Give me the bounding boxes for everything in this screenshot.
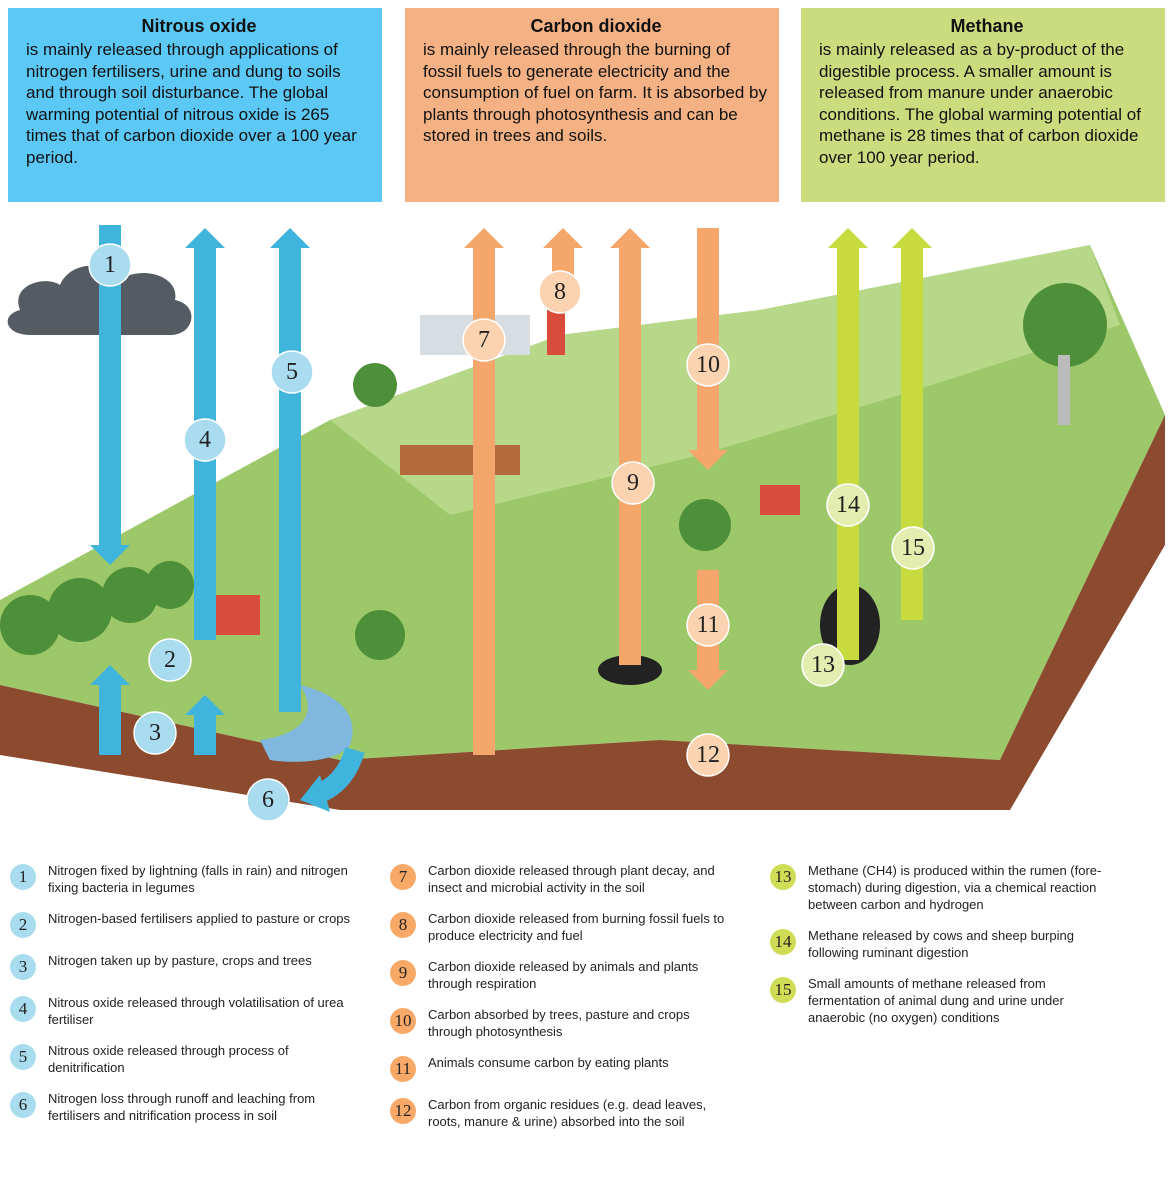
legend-text: Nitrogen-based fertilisers applied to pa… (48, 910, 354, 927)
number-label: 7 (478, 327, 490, 353)
tree-trunk (1058, 355, 1070, 425)
number-label: 6 (262, 787, 274, 813)
legend-number: 8 (390, 912, 416, 938)
legend-number: 6 (10, 1092, 36, 1118)
legend-text: Carbon dioxide released from burning fos… (428, 910, 734, 944)
tractor (760, 485, 800, 515)
legend-text: Animals consume carbon by eating plants (428, 1054, 734, 1071)
legend-number: 14 (770, 929, 796, 955)
legend-item: 7 Carbon dioxide released through plant d… (384, 862, 734, 896)
number-label: 14 (836, 492, 860, 518)
box-text: is mainly released through the burning o… (423, 39, 769, 147)
legend-text: Nitrogen fixed by lightning (falls in ra… (48, 862, 354, 896)
number-label: 13 (811, 652, 835, 678)
legend-item: 4 Nitrous oxide released through volatili… (4, 994, 354, 1028)
legend-text: Carbon dioxide released through plant de… (428, 862, 734, 896)
legend-number: 4 (10, 996, 36, 1022)
legend-number: 10 (390, 1008, 416, 1034)
box-title: Carbon dioxide (423, 16, 769, 37)
legend-column: 1 Nitrogen fixed by lightning (falls in r… (4, 862, 354, 1138)
legend-item: 2 Nitrogen-based fertilisers applied to p… (4, 910, 354, 938)
legend-text: Carbon from organic residues (e.g. dead … (428, 1096, 734, 1130)
legend-number: 3 (10, 954, 36, 980)
legend-number: 7 (390, 864, 416, 890)
number-label: 15 (901, 535, 925, 561)
legend-item: 11 Animals consume carbon by eating plant… (384, 1054, 734, 1082)
legend-item: 14 Methane released by cows and sheep bur… (764, 927, 1114, 961)
legend-item: 9 Carbon dioxide released by animals and … (384, 958, 734, 992)
legend-number: 9 (390, 960, 416, 986)
legend-number: 5 (10, 1044, 36, 1070)
legend-text: Methane (CH4) is produced within the rum… (808, 862, 1114, 913)
number-label: 12 (696, 742, 720, 768)
tractor (210, 595, 260, 635)
box-text: is mainly released through applications … (26, 39, 372, 168)
legend-text: Nitrogen taken up by pasture, crops and … (48, 952, 354, 969)
legend-item: 8 Carbon dioxide released from burning fo… (384, 910, 734, 944)
legend-number: 15 (770, 977, 796, 1003)
number-label: 1 (104, 252, 116, 278)
number-label: 8 (554, 279, 566, 305)
legend-text: Methane released by cows and sheep burpi… (808, 927, 1114, 961)
legend-number: 2 (10, 912, 36, 938)
legend-number: 11 (390, 1056, 416, 1082)
box-text: is mainly released as a by-product of th… (819, 39, 1155, 168)
legend-number: 1 (10, 864, 36, 890)
legend-item: 6 Nitrogen loss through runoff and leachi… (4, 1090, 354, 1124)
number-label: 9 (627, 470, 639, 496)
legend-item: 13 Methane (CH4) is produced within the r… (764, 862, 1114, 913)
legend-item: 1 Nitrogen fixed by lightning (falls in r… (4, 862, 354, 896)
legend-text: Nitrous oxide released through volatilis… (48, 994, 354, 1028)
legend-text: Carbon absorbed by trees, pasture and cr… (428, 1006, 734, 1040)
box-title: Nitrous oxide (26, 16, 372, 37)
number-label: 4 (199, 427, 211, 453)
number-label: 10 (696, 352, 720, 378)
legend-item: 5 Nitrous oxide released through process … (4, 1042, 354, 1076)
number-label: 3 (149, 720, 161, 746)
number-label: 5 (286, 359, 298, 385)
legend-item: 3 Nitrogen taken up by pasture, crops and… (4, 952, 354, 980)
farmhouse (400, 445, 520, 475)
legend-number: 12 (390, 1098, 416, 1124)
box-title: Methane (819, 16, 1155, 37)
legend-column: 13 Methane (CH4) is produced within the r… (764, 862, 1114, 1040)
legend-text: Carbon dioxide released by animals and p… (428, 958, 734, 992)
legend-item: 10 Carbon absorbed by trees, pasture and … (384, 1006, 734, 1040)
legend-item: 12 Carbon from organic residues (e.g. dea… (384, 1096, 734, 1130)
number-label: 11 (696, 612, 719, 638)
legend-text: Small amounts of methane released from f… (808, 975, 1114, 1026)
legend-text: Nitrous oxide released through process o… (48, 1042, 354, 1076)
number-label: 2 (164, 647, 176, 673)
legend-text: Nitrogen loss through runoff and leachin… (48, 1090, 354, 1124)
legend-number: 13 (770, 864, 796, 890)
legend-item: 15 Small amounts of methane released from… (764, 975, 1114, 1026)
page: {"header": {"boxes": [ {"title": "Nitrou… (0, 0, 1169, 1178)
legend-column: 7 Carbon dioxide released through plant d… (384, 862, 734, 1144)
